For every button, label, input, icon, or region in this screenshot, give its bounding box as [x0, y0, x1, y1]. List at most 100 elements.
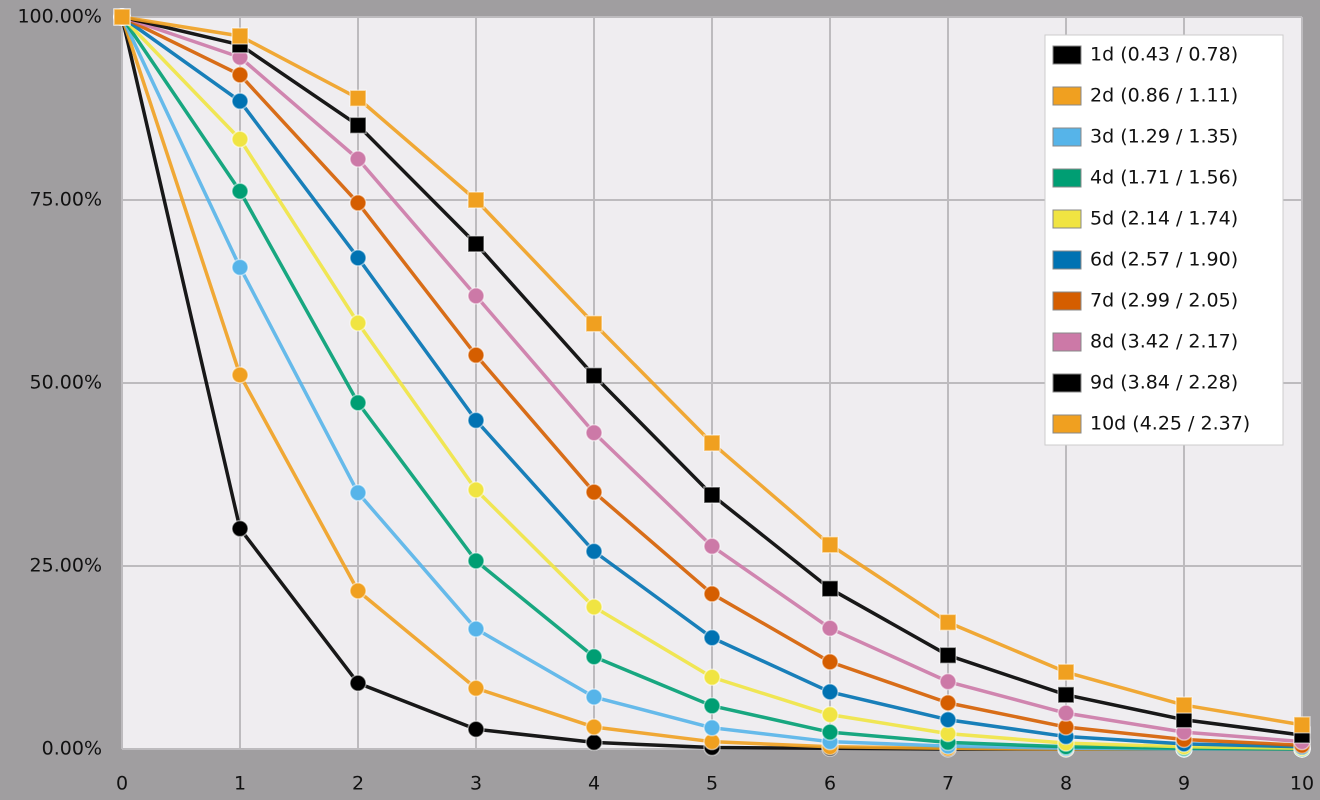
legend-label: 3d (1.29 / 1.35) [1090, 126, 1238, 148]
marker [703, 537, 721, 555]
x-tick-label: 6 [824, 773, 836, 795]
legend-swatch [1052, 209, 1082, 229]
marker [349, 582, 367, 600]
marker [349, 150, 367, 168]
marker [1057, 686, 1075, 704]
x-tick-label: 9 [1178, 773, 1190, 795]
legend-label: 10d (4.25 / 2.37) [1090, 413, 1250, 435]
marker [349, 89, 367, 108]
legend-label: 7d (2.99 / 2.05) [1090, 290, 1238, 312]
legend-label: 5d (2.14 / 1.74) [1090, 208, 1238, 230]
marker [585, 424, 603, 442]
marker [1175, 696, 1193, 714]
marker [703, 434, 721, 452]
marker [585, 648, 603, 666]
marker [585, 688, 603, 706]
marker [113, 8, 131, 26]
legend-box [1044, 34, 1284, 446]
marker [585, 366, 603, 385]
marker [939, 613, 957, 632]
marker [349, 394, 367, 412]
marker [585, 718, 603, 736]
legend-swatch [1052, 291, 1082, 311]
marker [585, 483, 603, 501]
marker [349, 249, 367, 267]
x-tick-label: 10 [1290, 773, 1314, 795]
marker [939, 672, 957, 691]
marker [939, 646, 957, 665]
marker [349, 674, 367, 692]
marker [231, 258, 249, 277]
marker [703, 697, 721, 715]
marker [585, 542, 603, 561]
marker [231, 182, 249, 200]
x-tick-label: 8 [1060, 773, 1072, 795]
marker [703, 628, 721, 647]
y-tick-label: 75.00% [30, 189, 102, 211]
y-tick-label: 25.00% [30, 555, 102, 577]
legend-label: 8d (3.42 / 2.17) [1090, 331, 1238, 353]
x-tick-label: 7 [942, 773, 954, 795]
marker [1057, 704, 1075, 722]
marker [821, 683, 839, 701]
marker [349, 194, 367, 212]
marker [349, 484, 367, 502]
marker [231, 66, 249, 84]
marker [703, 668, 721, 687]
legend-label: 2d (0.86 / 1.11) [1090, 85, 1238, 107]
x-tick-label: 5 [706, 773, 718, 795]
x-tick-label: 4 [588, 773, 600, 795]
marker [231, 27, 249, 45]
marker [231, 92, 249, 110]
legend-swatch [1052, 250, 1082, 270]
marker [467, 552, 485, 570]
marker [585, 314, 603, 333]
legend-label: 1d (0.43 / 0.78) [1090, 44, 1238, 66]
marker [939, 694, 957, 712]
legend-swatch [1052, 332, 1082, 352]
y-tick-label: 50.00% [30, 372, 102, 394]
legend-swatch [1052, 414, 1082, 434]
marker [585, 733, 603, 752]
marker [467, 287, 485, 305]
marker [467, 720, 485, 738]
marker [231, 519, 249, 538]
marker [703, 486, 721, 504]
x-tick-label: 1 [234, 773, 246, 795]
marker [821, 723, 839, 741]
marker [467, 679, 485, 697]
legend-swatch [1052, 373, 1082, 393]
marker [821, 619, 839, 637]
x-tick-label: 0 [116, 773, 128, 795]
marker [1057, 663, 1075, 681]
marker [349, 314, 367, 332]
legend-swatch [1052, 168, 1082, 188]
marker [939, 710, 957, 729]
legend-swatch [1052, 45, 1082, 65]
series [113, 8, 1311, 755]
marker [1175, 710, 1193, 729]
legend: 1d (0.43 / 0.78) 2d (0.86 / 1.11) 3d (1.29… [1044, 34, 1284, 446]
marker [703, 585, 721, 603]
marker [467, 191, 485, 209]
marker [821, 653, 839, 671]
legend-swatch [1052, 127, 1082, 147]
marker [231, 366, 249, 384]
legend-label: 4d (1.71 / 1.56) [1090, 167, 1238, 189]
marker [1293, 716, 1311, 734]
legend-label: 9d (3.84 / 2.28) [1090, 372, 1238, 394]
x-tick-label: 2 [352, 773, 364, 795]
marker [821, 705, 839, 724]
series [113, 8, 1311, 734]
legend-label: 6d (2.57 / 1.90) [1090, 249, 1238, 271]
marker [467, 346, 485, 364]
marker [821, 579, 839, 598]
marker [231, 130, 249, 148]
marker [703, 719, 721, 737]
marker [349, 116, 367, 135]
marker [467, 411, 485, 430]
y-tick-label: 100.00% [17, 6, 102, 28]
marker [585, 598, 603, 616]
y-tick-label: 0.00% [42, 738, 102, 760]
